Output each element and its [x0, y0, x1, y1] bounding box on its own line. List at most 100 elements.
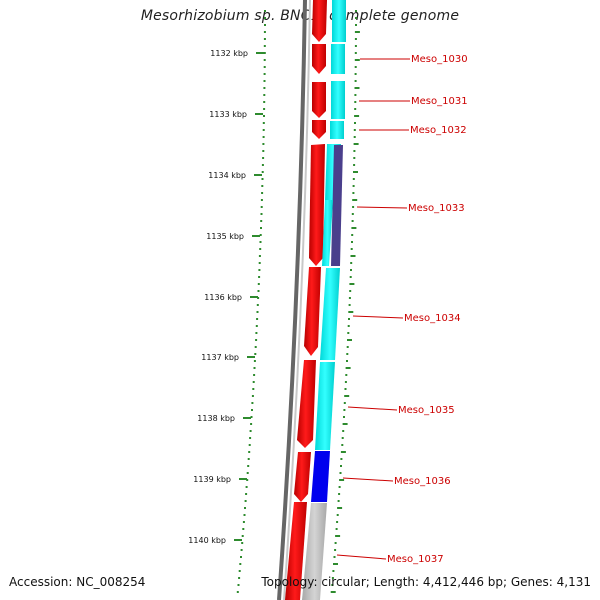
- gc-skew-dot: [263, 66, 266, 68]
- gc-skew-dot: [355, 17, 357, 19]
- gc-skew-dot: [346, 353, 349, 355]
- gc-skew-dot: [343, 409, 346, 411]
- gc-skew-dot: [257, 290, 260, 292]
- gc-skew-dot: [239, 563, 242, 565]
- gc-skew-dot: [349, 283, 355, 285]
- gc-skew-dot: [263, 115, 265, 117]
- gc-skew-dot: [259, 248, 262, 250]
- gc-skew-dot: [260, 227, 262, 229]
- gc-skew-dot: [250, 423, 253, 425]
- gc-skew-dot: [334, 549, 337, 551]
- gc-skew-dot: [256, 304, 259, 306]
- gc-skew-dot: [257, 297, 260, 299]
- gc-skew-dot: [263, 101, 266, 103]
- gene-arrow: [309, 144, 325, 266]
- gc-skew-dot: [260, 206, 263, 208]
- gc-skew-dot: [264, 24, 266, 26]
- gc-skew-dot: [257, 283, 260, 285]
- gene-arrow: [312, 120, 326, 139]
- gc-skew-dot: [353, 150, 356, 152]
- gene-block: [331, 44, 345, 74]
- gene-label: Meso_1034: [404, 313, 461, 324]
- gc-skew-dot: [262, 129, 265, 131]
- gc-skew-dot: [351, 220, 354, 222]
- gc-skew-dot: [349, 276, 352, 278]
- gc-skew-dot: [241, 535, 244, 537]
- gc-skew-dot: [259, 241, 262, 243]
- gc-skew-dot: [341, 444, 344, 446]
- gc-skew-dot: [250, 416, 253, 418]
- gc-skew-dot: [263, 94, 266, 96]
- gene-block: [320, 268, 340, 360]
- gc-skew-dot: [351, 241, 353, 243]
- gc-skew-dot: [253, 360, 256, 362]
- gc-skew-dot: [263, 45, 266, 47]
- gc-skew-dot: [256, 311, 259, 313]
- gene-block: [315, 362, 335, 450]
- gene-arrow: [294, 452, 311, 502]
- gc-skew-dot: [350, 262, 353, 264]
- gc-skew-dot: [263, 73, 266, 75]
- gc-skew-dot: [247, 458, 250, 460]
- gc-skew-dot: [262, 157, 265, 159]
- gene-arrow: [312, 82, 326, 118]
- gc-skew-dot: [333, 563, 338, 565]
- gc-skew-dot: [336, 514, 339, 516]
- gc-skew-dot: [354, 45, 357, 47]
- gc-skew-dot: [350, 255, 356, 257]
- tick-label: 1140 kbp: [188, 536, 226, 545]
- gene-block: [322, 200, 333, 266]
- gc-skew-dot: [354, 52, 357, 54]
- gene-block: [332, 0, 346, 42]
- gc-skew-dot: [354, 108, 357, 110]
- gc-skew-dot: [237, 584, 240, 586]
- gc-skew-dot: [344, 388, 347, 390]
- gc-skew-dot: [342, 423, 348, 425]
- gc-skew-dot: [353, 157, 356, 159]
- reverse-strand-track: [285, 0, 327, 600]
- gene-block: [302, 503, 327, 600]
- genome-backbone: [277, 0, 307, 600]
- gc-skew-dot: [258, 262, 261, 264]
- gene-arrow: [297, 360, 316, 448]
- gc-skew-dot: [249, 430, 252, 432]
- gc-skew-dot: [262, 122, 265, 124]
- gc-skew-dot: [348, 297, 351, 299]
- genome-stats-text: Topology: circular; Length: 4,412,446 bp…: [261, 575, 591, 589]
- gene-block: [330, 121, 344, 139]
- tick-label: 1135 kbp: [206, 232, 244, 241]
- gc-skew-dot: [352, 199, 358, 201]
- gc-skew-dot: [342, 430, 345, 432]
- gc-skew-dot: [245, 493, 248, 495]
- gc-skew-dot: [260, 199, 263, 201]
- gc-skew-dot: [337, 507, 343, 509]
- gc-skew-dot: [252, 388, 255, 390]
- gc-skew-dot: [341, 437, 344, 439]
- gc-skew-dot: [354, 101, 357, 103]
- gc-skew-dot: [352, 178, 355, 180]
- gene-arrow: [312, 44, 326, 74]
- gc-skew-dot: [251, 409, 253, 411]
- gc-skew-dot: [255, 339, 258, 341]
- gc-skew-dot: [249, 437, 252, 439]
- gene-label: Meso_1031: [411, 96, 468, 107]
- gc-skew-dot: [350, 248, 353, 250]
- gc-skew-dot: [252, 381, 255, 383]
- gc-skew-dot: [348, 318, 350, 320]
- map-title: Mesorhizobium sp. BNC1, complete genome: [140, 8, 460, 24]
- gc-skew-dot: [263, 38, 266, 40]
- gc-skew-dot: [242, 521, 245, 523]
- gc-skew-dot: [354, 87, 360, 89]
- gc-skew-dot: [256, 318, 259, 320]
- forward-strand-track: [302, 0, 346, 600]
- gene-labels: Meso_1030 Meso_1031 Meso_1032 Meso_1033 …: [336, 54, 468, 565]
- gc-skew-dot: [337, 500, 340, 502]
- gc-skew-dot: [335, 528, 338, 530]
- gc-skew-dot: [353, 143, 359, 145]
- position-ticks: 1132 kbp 1133 kbp 1134 kbp 1135 kbp 1136…: [188, 49, 264, 545]
- gc-skew-dot: [344, 381, 347, 383]
- gc-skew-dot: [353, 129, 356, 131]
- gc-skew-dot: [263, 87, 266, 89]
- gene-arrow: [285, 502, 307, 600]
- gc-skew-dot: [262, 143, 265, 145]
